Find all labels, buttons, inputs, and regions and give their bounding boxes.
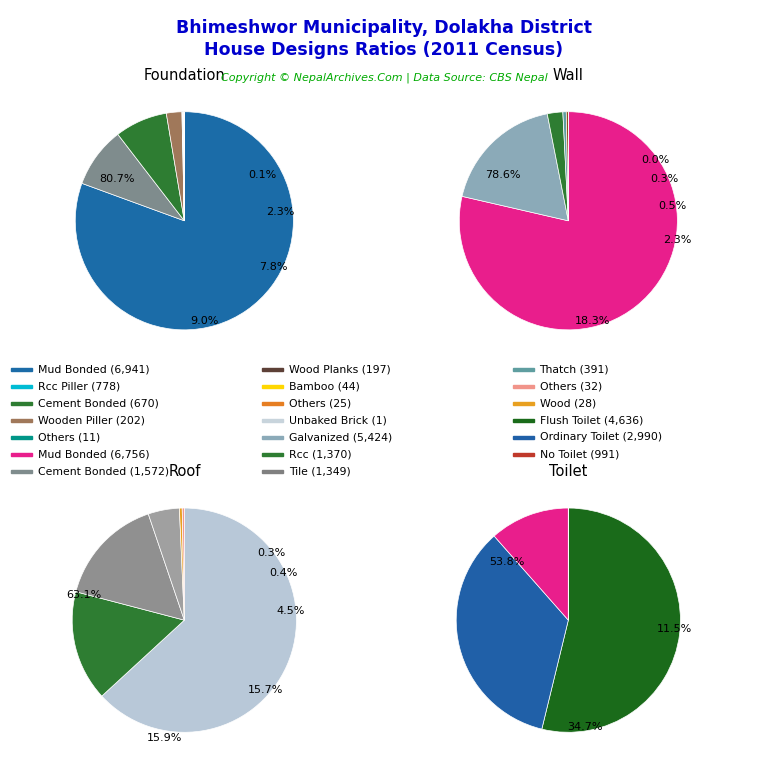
Text: 34.7%: 34.7% (568, 722, 603, 732)
Text: 4.5%: 4.5% (276, 606, 305, 616)
Text: 7.8%: 7.8% (260, 262, 288, 272)
Text: Bhimeshwor Municipality, Dolakha District
House Designs Ratios (2011 Census): Bhimeshwor Municipality, Dolakha Distric… (176, 19, 592, 59)
Text: Copyright © NepalArchives.Com | Data Source: CBS Nepal: Copyright © NepalArchives.Com | Data Sou… (220, 73, 548, 84)
Bar (12, 436, 31, 439)
Bar (12, 386, 31, 388)
Title: Wall: Wall (553, 68, 584, 83)
Wedge shape (102, 508, 296, 732)
Text: Wood (28): Wood (28) (540, 399, 596, 409)
Wedge shape (548, 112, 568, 221)
Bar (263, 368, 283, 371)
Text: 0.0%: 0.0% (641, 154, 670, 164)
Text: Unbaked Brick (1): Unbaked Brick (1) (289, 415, 386, 425)
Wedge shape (118, 113, 184, 221)
Text: 0.3%: 0.3% (650, 174, 678, 184)
Bar (12, 470, 31, 473)
Text: Others (11): Others (11) (38, 432, 100, 442)
Text: No Toilet (991): No Toilet (991) (540, 449, 619, 459)
Bar (513, 402, 534, 405)
Text: 9.0%: 9.0% (190, 316, 218, 326)
Bar (12, 419, 31, 422)
Bar (263, 386, 283, 388)
Wedge shape (72, 591, 184, 696)
Text: Mud Bonded (6,756): Mud Bonded (6,756) (38, 449, 150, 459)
Text: Flush Toilet (4,636): Flush Toilet (4,636) (540, 415, 643, 425)
Wedge shape (494, 508, 568, 621)
Title: Toilet: Toilet (549, 464, 588, 478)
Text: 0.1%: 0.1% (249, 170, 277, 180)
Wedge shape (563, 112, 568, 221)
Text: Others (25): Others (25) (289, 399, 351, 409)
Text: 15.7%: 15.7% (247, 685, 283, 695)
Bar (513, 453, 534, 455)
Text: 0.5%: 0.5% (658, 200, 686, 210)
Wedge shape (462, 114, 568, 221)
Text: Tile (1,349): Tile (1,349) (289, 466, 350, 476)
Wedge shape (182, 508, 184, 621)
Text: 0.4%: 0.4% (269, 568, 297, 578)
Text: Bamboo (44): Bamboo (44) (289, 382, 359, 392)
Text: 2.3%: 2.3% (664, 236, 691, 246)
Text: Rcc Piller (778): Rcc Piller (778) (38, 382, 120, 392)
Wedge shape (75, 111, 293, 329)
Text: 2.3%: 2.3% (266, 207, 294, 217)
Wedge shape (182, 112, 184, 221)
Wedge shape (456, 536, 568, 729)
Text: Rcc (1,370): Rcc (1,370) (289, 449, 351, 459)
Text: 11.5%: 11.5% (657, 624, 693, 634)
Wedge shape (167, 112, 184, 221)
Bar (513, 368, 534, 371)
Text: 15.9%: 15.9% (147, 733, 182, 743)
Wedge shape (183, 112, 184, 221)
Title: Foundation: Foundation (144, 68, 225, 83)
Bar (12, 402, 31, 405)
Text: Mud Bonded (6,941): Mud Bonded (6,941) (38, 365, 150, 375)
Text: 78.6%: 78.6% (485, 170, 521, 180)
Wedge shape (183, 112, 184, 221)
Title: Roof: Roof (168, 464, 200, 478)
Text: 63.1%: 63.1% (66, 591, 101, 601)
Bar (513, 419, 534, 422)
Bar (263, 470, 283, 473)
Bar (263, 402, 283, 405)
Bar (513, 386, 534, 388)
Wedge shape (566, 111, 568, 221)
Wedge shape (459, 111, 677, 329)
Bar (263, 453, 283, 455)
Wedge shape (82, 134, 184, 221)
Bar (513, 436, 534, 439)
Text: 0.3%: 0.3% (257, 548, 286, 558)
Wedge shape (180, 508, 184, 621)
Text: Galvanized (5,424): Galvanized (5,424) (289, 432, 392, 442)
Text: 18.3%: 18.3% (574, 316, 610, 326)
Wedge shape (76, 514, 184, 621)
Text: Others (32): Others (32) (540, 382, 602, 392)
Text: Wooden Piller (202): Wooden Piller (202) (38, 415, 145, 425)
Bar (263, 436, 283, 439)
Wedge shape (148, 508, 184, 621)
Bar (263, 419, 283, 422)
Text: Wood Planks (197): Wood Planks (197) (289, 365, 390, 375)
Text: Thatch (391): Thatch (391) (540, 365, 609, 375)
Text: Cement Bonded (670): Cement Bonded (670) (38, 399, 159, 409)
Text: 53.8%: 53.8% (489, 557, 525, 567)
Bar (12, 368, 31, 371)
Text: Ordinary Toilet (2,990): Ordinary Toilet (2,990) (540, 432, 662, 442)
Text: Cement Bonded (1,572): Cement Bonded (1,572) (38, 466, 169, 476)
Wedge shape (541, 508, 680, 732)
Bar (12, 453, 31, 455)
Text: 80.7%: 80.7% (99, 174, 134, 184)
